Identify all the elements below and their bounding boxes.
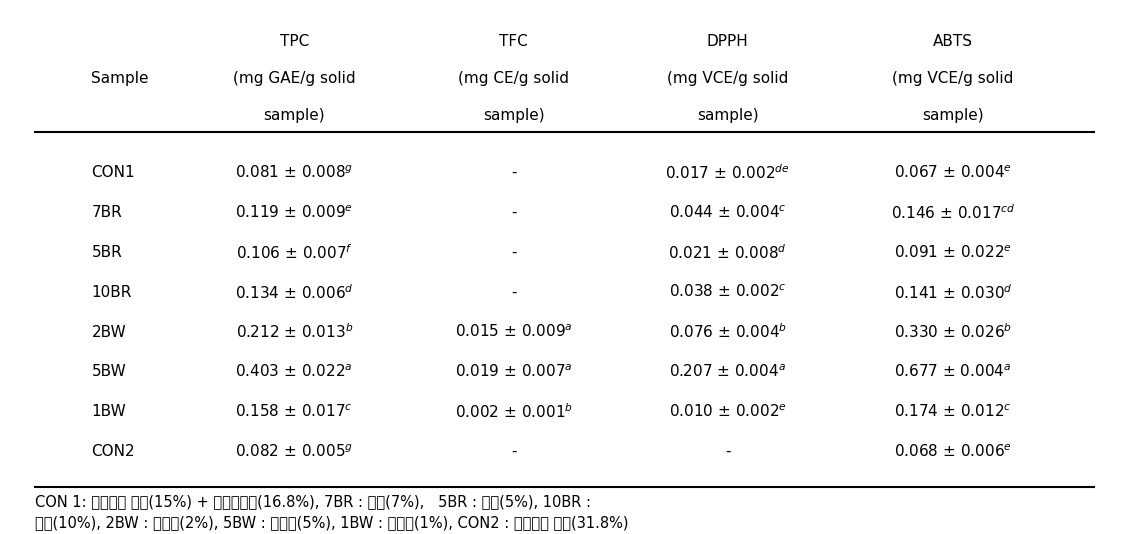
Text: -: - [511,444,517,459]
Text: 1BW: 1BW [91,404,126,419]
Text: 0.174 ± 0.012$^{c}$: 0.174 ± 0.012$^{c}$ [894,403,1012,420]
Text: 0.091 ± 0.022$^{e}$: 0.091 ± 0.022$^{e}$ [894,244,1012,261]
Text: 0.106 ± 0.007$^{f}$: 0.106 ± 0.007$^{f}$ [236,243,352,262]
Text: DPPH: DPPH [707,34,749,49]
Text: ABTS: ABTS [933,34,973,49]
Text: (mg CE/g solid: (mg CE/g solid [458,71,569,86]
Text: 7BR: 7BR [91,205,122,220]
Text: 0.002 ± 0.001$^{b}$: 0.002 ± 0.001$^{b}$ [455,402,572,421]
Text: 0.207 ± 0.004$^{a}$: 0.207 ± 0.004$^{a}$ [669,364,786,380]
Text: 0.044 ± 0.004$^{c}$: 0.044 ± 0.004$^{c}$ [669,204,787,221]
Text: 10BR: 10BR [91,285,132,300]
Text: 0.134 ± 0.006$^{d}$: 0.134 ± 0.006$^{d}$ [235,283,353,302]
Text: (mg VCE/g solid: (mg VCE/g solid [667,71,788,86]
Text: 0.067 ± 0.004$^{e}$: 0.067 ± 0.004$^{e}$ [894,164,1012,181]
Text: 0.158 ± 0.017$^{c}$: 0.158 ± 0.017$^{c}$ [235,403,353,420]
Text: 0.076 ± 0.004$^{b}$: 0.076 ± 0.004$^{b}$ [668,323,787,341]
Text: (mg GAE/g solid: (mg GAE/g solid [233,71,356,86]
Text: sample): sample) [483,108,544,123]
Text: -: - [725,444,730,459]
Text: sample): sample) [697,108,759,123]
Text: 0.146 ± 0.017$^{cd}$: 0.146 ± 0.017$^{cd}$ [891,203,1015,222]
Text: 0.082 ± 0.005$^{g}$: 0.082 ± 0.005$^{g}$ [235,443,353,460]
Text: -: - [511,285,517,300]
Text: TFC: TFC [499,34,528,49]
Text: 0.010 ± 0.002$^{e}$: 0.010 ± 0.002$^{e}$ [668,403,787,420]
Text: 5BW: 5BW [91,364,126,379]
Text: CON1: CON1 [91,165,135,180]
Text: 0.081 ± 0.008$^{g}$: 0.081 ± 0.008$^{g}$ [235,164,353,181]
Text: -: - [511,245,517,260]
Text: -: - [511,205,517,220]
Text: 0.017 ± 0.002$^{de}$: 0.017 ± 0.002$^{de}$ [665,163,790,182]
Text: sample): sample) [922,108,983,123]
Text: CON2: CON2 [91,444,135,459]
Text: 0.677 ± 0.004$^{a}$: 0.677 ± 0.004$^{a}$ [894,364,1012,380]
Text: TPC: TPC [280,34,309,49]
Text: 0.330 ± 0.026$^{b}$: 0.330 ± 0.026$^{b}$ [894,323,1012,341]
Text: 0.068 ± 0.006$^{e}$: 0.068 ± 0.006$^{e}$ [894,443,1012,460]
Text: 0.021 ± 0.008$^{d}$: 0.021 ± 0.008$^{d}$ [668,243,787,262]
Text: 5BR: 5BR [91,245,122,260]
Text: -: - [511,165,517,180]
Text: 0.403 ± 0.022$^{a}$: 0.403 ± 0.022$^{a}$ [235,364,353,380]
Text: Sample: Sample [91,71,149,86]
Text: 0.212 ± 0.013$^{b}$: 0.212 ± 0.013$^{b}$ [236,323,353,341]
Text: 0.015 ± 0.009$^{a}$: 0.015 ± 0.009$^{a}$ [455,324,572,340]
Text: CON 1: 타피오카 전분(15%) + 옥수수전분(16.8%), 7BR : 현미(7%),   5BR : 현미(5%), 10BR :: CON 1: 타피오카 전분(15%) + 옥수수전분(16.8%), 7BR … [35,494,592,509]
Text: 0.019 ± 0.007$^{a}$: 0.019 ± 0.007$^{a}$ [455,364,572,380]
Text: 0.038 ± 0.002$^{c}$: 0.038 ± 0.002$^{c}$ [669,284,787,301]
Text: 현미(10%), 2BW : 쓰메밀(2%), 5BW : 쓰메밀(5%), 1BW : 쓰메밀(1%), CON2 : 타피오카 전분(31.8%): 현미(10%), 2BW : 쓰메밀(2%), 5BW : 쓰메밀(5%), 1… [35,515,629,530]
Text: 2BW: 2BW [91,325,126,340]
Text: 0.119 ± 0.009$^{e}$: 0.119 ± 0.009$^{e}$ [235,204,353,221]
Text: sample): sample) [263,108,325,123]
Text: 0.141 ± 0.030$^{d}$: 0.141 ± 0.030$^{d}$ [894,283,1013,302]
Text: (mg VCE/g solid: (mg VCE/g solid [892,71,1014,86]
